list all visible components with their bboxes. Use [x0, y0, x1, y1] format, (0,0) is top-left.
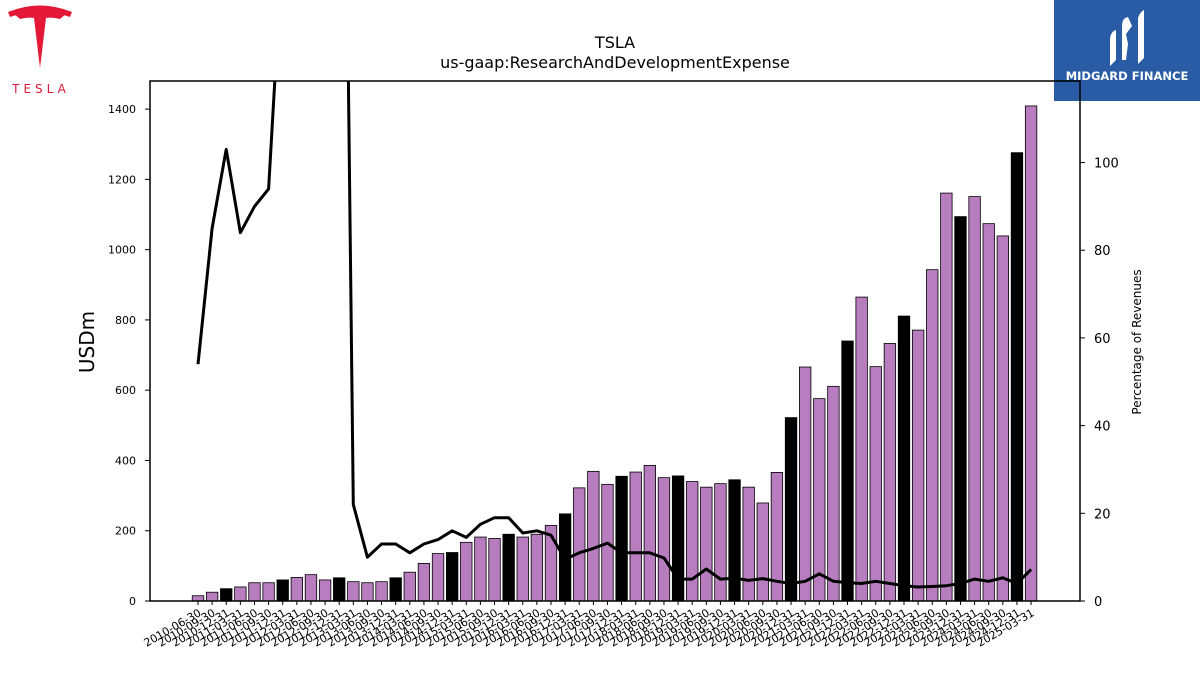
- chart-title: TSLA: [594, 33, 635, 52]
- y-tick-label: 800: [115, 314, 136, 327]
- bar-2022-03-31: [855, 296, 868, 602]
- midgard-finance-logo: MIDGARD FINANCE: [1054, 0, 1200, 101]
- bar-2019-06-30: [700, 486, 713, 602]
- y2-tick-label: 80: [1094, 244, 1111, 259]
- bar-2023-06-30: [926, 269, 939, 602]
- y-tick-label: 1400: [108, 103, 136, 116]
- bar-2024-12-31: [1010, 152, 1024, 602]
- bar-2021-09-30: [827, 385, 840, 602]
- bar-2012-06-30: [304, 574, 318, 602]
- bar-2022-09-30: [883, 343, 897, 602]
- pct-line-series: [196, 81, 1033, 589]
- bar-2014-06-30: [417, 563, 431, 602]
- bar-2011-12-31: [276, 579, 289, 602]
- y-tick-label: 0: [129, 595, 136, 608]
- bar-2020-03-31: [742, 486, 755, 602]
- bar-2017-06-30: [587, 470, 600, 602]
- bar-2012-03-31: [290, 577, 303, 602]
- bar-2013-06-30: [361, 582, 374, 602]
- bar-2018-09-30: [657, 477, 671, 602]
- bar-2013-09-30: [375, 581, 388, 602]
- y2-tick-label: 100: [1094, 157, 1119, 172]
- chart-subtitle: us-gaap:ResearchAndDevelopmentExpense: [440, 53, 790, 72]
- y2-tick-label: 20: [1094, 507, 1111, 522]
- bar-2014-12-31: [446, 552, 459, 602]
- bar-2017-03-31: [573, 487, 586, 602]
- bar-2019-09-30: [714, 483, 727, 602]
- bar-2024-09-30: [996, 235, 1009, 602]
- bar-2016-03-31: [516, 536, 529, 602]
- tesla-t-icon: [8, 5, 72, 68]
- bar-2023-03-31: [911, 329, 925, 602]
- bar-2021-06-30: [813, 398, 826, 602]
- bar-2020-12-31: [784, 417, 798, 602]
- bar-2011-06-30: [248, 582, 261, 602]
- bar-2012-12-31: [333, 577, 346, 602]
- bar-2019-12-31: [728, 479, 741, 602]
- bar-2013-12-31: [389, 577, 402, 602]
- bar-2016-06-30: [530, 533, 544, 602]
- y-tick-label: 1000: [108, 244, 136, 257]
- bar-2021-12-31: [841, 340, 854, 602]
- bar-2015-06-30: [474, 536, 487, 602]
- bar-2011-09-30: [262, 582, 275, 602]
- bar-2018-03-31: [629, 471, 642, 602]
- y2-tick-label: 60: [1094, 332, 1111, 347]
- y2-tick-label: 40: [1094, 420, 1111, 435]
- bar-2015-12-31: [502, 533, 515, 602]
- tesla-logo: TESLA: [0, 0, 80, 100]
- bar-2013-03-31: [347, 581, 360, 602]
- midgard-emblem-icon: [1110, 10, 1144, 66]
- bar-2023-12-31: [954, 216, 967, 602]
- tesla-wordmark: TESLA: [12, 82, 70, 96]
- y-tick-label: 200: [115, 525, 136, 538]
- bar-2015-09-30: [488, 538, 501, 602]
- y-tick-label: 1200: [108, 173, 136, 186]
- bar-2017-12-31: [615, 475, 628, 602]
- bar-2014-03-31: [403, 571, 416, 602]
- bar-2018-06-30: [643, 464, 656, 602]
- bar-series: [191, 105, 1038, 602]
- bar-2024-03-31: [968, 196, 981, 602]
- bar-2012-09-30: [318, 579, 332, 602]
- y-tick-label: 400: [115, 454, 136, 467]
- bar-2025-03-31: [1024, 105, 1038, 602]
- bar-2015-03-31: [460, 541, 473, 602]
- bar-2011-03-31: [234, 586, 247, 602]
- bar-2021-03-31: [799, 366, 812, 602]
- bar-2019-03-31: [686, 481, 699, 602]
- bar-2023-09-30: [940, 192, 953, 602]
- bar-2022-06-30: [869, 366, 882, 602]
- bar-2010-09-30: [205, 591, 219, 602]
- bar-2020-06-30: [756, 502, 769, 602]
- y-axis-label: USDm: [75, 311, 99, 373]
- y2-tick-label: 0: [1094, 595, 1102, 610]
- midgard-brand-text: MIDGARD FINANCE: [1065, 69, 1189, 83]
- bar-2014-09-30: [431, 553, 445, 602]
- y-tick-label: 600: [115, 384, 136, 397]
- y2-axis-label: Percentage of Revenues: [1130, 269, 1144, 414]
- bar-2022-12-31: [897, 315, 911, 602]
- pct-of-revenues-line: [196, 81, 1033, 589]
- bar-2010-12-31: [220, 588, 233, 602]
- bar-2010-06-30: [191, 595, 205, 602]
- plot-frame: [149, 80, 1081, 602]
- bar-2024-06-30: [982, 223, 995, 602]
- bar-2018-12-31: [671, 475, 685, 602]
- axes: 0200400600800100012001400020406080100201…: [108, 80, 1119, 650]
